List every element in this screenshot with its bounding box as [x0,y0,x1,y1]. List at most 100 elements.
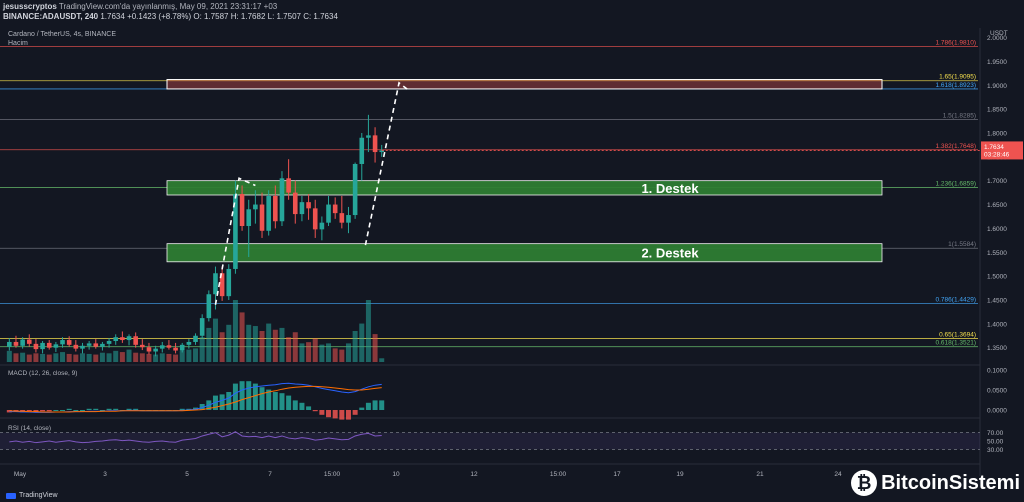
target-zone [166,79,883,90]
candle-body [40,342,45,350]
macd-histogram-bar [359,407,365,410]
macd-histogram-bar [46,410,52,412]
macd-histogram-bar [292,400,298,410]
y-tick-label: 1.9000 [987,83,1007,90]
author-name[interactable]: jesusscryptos [3,2,57,11]
volume-bar [326,343,332,362]
macd-histogram-bar [199,404,205,410]
last-price-badge-value: 1.7634 [984,144,1004,151]
candle-body [159,345,165,349]
tradingview-brand[interactable]: TradingView [6,492,58,499]
macd-histogram-bar [40,410,46,412]
y-tick-label: 1.4500 [987,297,1007,304]
x-tick-label: 12 [470,471,478,478]
candle-body [226,268,232,297]
macd-histogram-bar [266,389,272,410]
volume-bar [113,350,119,362]
y-tick-label: 2.0000 [987,35,1007,42]
candle-body [20,339,25,346]
volume-bar [13,353,19,362]
volume-bar [365,300,371,362]
macd-axis-label: 0.0500 [987,388,1007,395]
candle-body [292,192,298,215]
volume-bar [159,353,165,362]
x-tick-label: 10 [392,471,400,478]
volume-bar [239,312,245,362]
macd-histogram-bar [219,394,225,410]
support-zone [166,180,883,196]
candle-body [286,178,291,193]
candle-body [113,337,119,342]
x-tick-label: 17 [613,471,621,478]
projection-path [214,177,256,305]
volume-bar [20,352,26,362]
volume-bar [119,352,125,362]
candle-body [379,150,385,153]
volume-bar [26,354,32,362]
last-price: 1.7634 [100,12,125,21]
candle-body [372,135,378,153]
candle-body [60,340,65,345]
support-zone [166,243,883,263]
macd-histogram-bar [365,402,371,410]
candle-body [80,345,85,349]
candle-body [239,194,245,227]
candle-body [319,222,325,230]
macd-histogram-bar [79,410,85,411]
x-tick-label: 15:00 [324,471,341,478]
price-change: +0.1423 (+8.78%) [127,12,192,21]
macd-histogram-bar [26,410,32,412]
fib-level-label: 1.5(1.8285) [943,112,976,119]
macd-histogram-bar [13,410,19,412]
volume-bar [139,353,145,362]
y-tick-label: 1.8000 [987,130,1007,137]
macd-histogram-bar [133,408,139,410]
macd-histogram-bar [299,402,305,410]
volume-bar [206,327,212,362]
x-tick-label: 19 [676,471,684,478]
candle-body [346,215,351,223]
candle-body [106,341,112,344]
candle-body [266,195,271,231]
candle-body [120,337,125,341]
macd-histogram-bar [113,408,119,410]
candle-body [86,343,92,346]
volume-bar [86,353,92,362]
candle-body [259,204,265,231]
candle-body [213,273,218,295]
y-tick-label: 1.6500 [987,202,1007,209]
publish-info: TradingView.com'da yayınlanmış, May 09, … [58,2,278,11]
x-tick-label: 21 [756,471,764,478]
volume-bar [33,353,39,362]
volume-bar [279,327,285,362]
volume-bar [146,353,152,362]
rsi-axis-label: 50.00 [987,439,1004,446]
macd-label: MACD (12, 26, close, 9) [8,370,77,377]
chart-header: jesusscryptos TradingView.com'da yayınla… [3,2,338,22]
y-tick-label: 1.6000 [987,226,1007,233]
volume-bar [226,324,232,362]
volume-bar [79,353,85,362]
tradingview-logo-icon [6,492,16,499]
candle-body [326,204,331,223]
volume-label: Hacim [8,40,28,47]
macd-histogram-bar [272,392,278,410]
candle-body [166,345,172,348]
volume-bar [312,338,318,362]
candle-body [66,340,72,345]
volume-bar [299,343,305,362]
countdown-timer: 03:28:46 [984,151,1010,158]
macd-histogram-bar [239,381,245,410]
signal-line [9,385,382,413]
volume-bar [173,354,179,362]
fib-level-label: 0.786(1.4429) [936,296,976,303]
tradingview-label: TradingView [19,492,58,499]
y-tick-label: 1.5500 [987,250,1007,257]
macd-histogram-bar [93,408,99,410]
volume-bar [359,323,365,362]
volume-bar [339,349,345,362]
macd-histogram-bar [339,410,345,420]
volume-bar [46,354,52,362]
volume-bar [272,329,278,362]
